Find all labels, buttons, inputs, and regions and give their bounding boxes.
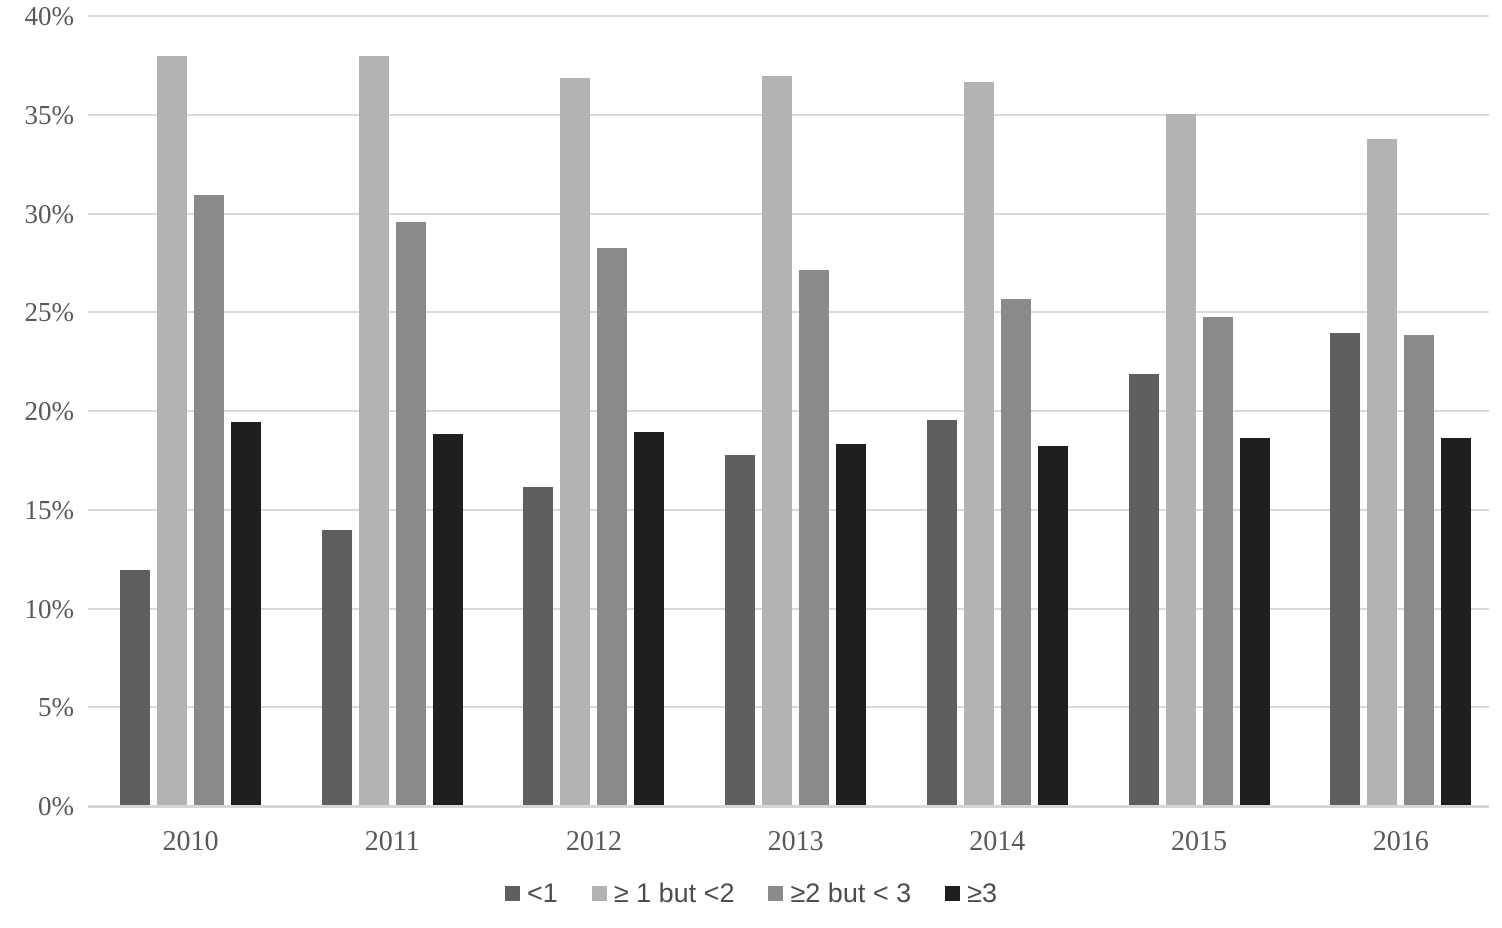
legend-swatch-icon [591,886,607,901]
bar-2010-series2 [157,56,187,805]
gridline-40% [88,15,1489,17]
legend-item-series3: ≥2 but < 3 [768,878,911,909]
bar-2015-series3 [1202,317,1233,805]
legend-label: ≥2 but < 3 [790,878,912,908]
bar-2016-series4 [1441,437,1472,805]
bar-2016-series2 [1367,139,1398,805]
legend-swatch-icon [945,886,961,901]
y-tick-label-20%: 20% [24,396,75,426]
x-tick-label-2016: 2016 [1372,826,1429,857]
bar-2014-series3 [1000,299,1031,805]
bar-2012-series3 [597,248,628,805]
legend-label: ≥3 [967,878,997,908]
y-tick-label-30%: 30% [24,198,75,229]
legend-label: <1 [527,878,558,908]
chart-legend: <1 ≥ 1 but <2 ≥2 but < 3 ≥3 [0,878,1502,909]
bar-2011-series4 [432,433,463,805]
bar-2010-series3 [194,194,224,805]
bar-2015-series4 [1239,437,1270,805]
bar-2013-series2 [762,76,793,805]
bar-2014-series1 [926,419,957,805]
bar-2010-series1 [120,569,150,805]
y-tick-label-0%: 0% [38,791,74,821]
gridline-0% [88,805,1489,808]
y-tick-label-5%: 5% [38,692,74,723]
bar-2015-series2 [1165,113,1196,805]
legend-label: ≥ 1 but <2 [613,878,735,908]
legend-swatch-icon [505,886,521,901]
x-tick-label-2011: 2011 [364,826,420,857]
bar-2010-series4 [231,421,261,805]
bar-2013-series3 [799,269,830,805]
legend-swatch-icon [768,886,784,901]
y-tick-label-10%: 10% [24,593,75,624]
bar-2014-series2 [963,82,994,805]
x-tick-label-2013: 2013 [767,826,824,857]
legend-item-series4: ≥3 [945,878,997,909]
plot-area [88,15,1489,808]
bar-2012-series2 [560,78,591,805]
legend-item-series1: <1 [505,878,558,909]
y-tick-label-40%: 40% [24,1,75,31]
x-tick-label-2014: 2014 [969,826,1026,857]
bar-2013-series1 [725,455,756,805]
y-tick-label-35%: 35% [24,99,75,130]
x-tick-label-2012: 2012 [565,826,622,857]
bar-2016-series3 [1404,334,1435,805]
y-tick-label-25%: 25% [24,297,75,328]
bar-2011-series2 [358,56,389,805]
bar-2016-series1 [1330,332,1361,805]
bar-2012-series4 [634,431,665,805]
x-tick-label-2015: 2015 [1171,826,1227,857]
x-tick-label-2010: 2010 [162,826,219,857]
bar-2015-series1 [1128,374,1159,805]
bar-2011-series3 [395,222,426,805]
bar-2012-series1 [523,487,554,805]
legend-item-series2: ≥ 1 but <2 [591,878,735,909]
bar-2013-series4 [836,443,867,805]
y-tick-label-15%: 15% [24,494,75,525]
bar-2011-series1 [321,530,352,805]
bar-2014-series4 [1037,445,1068,805]
